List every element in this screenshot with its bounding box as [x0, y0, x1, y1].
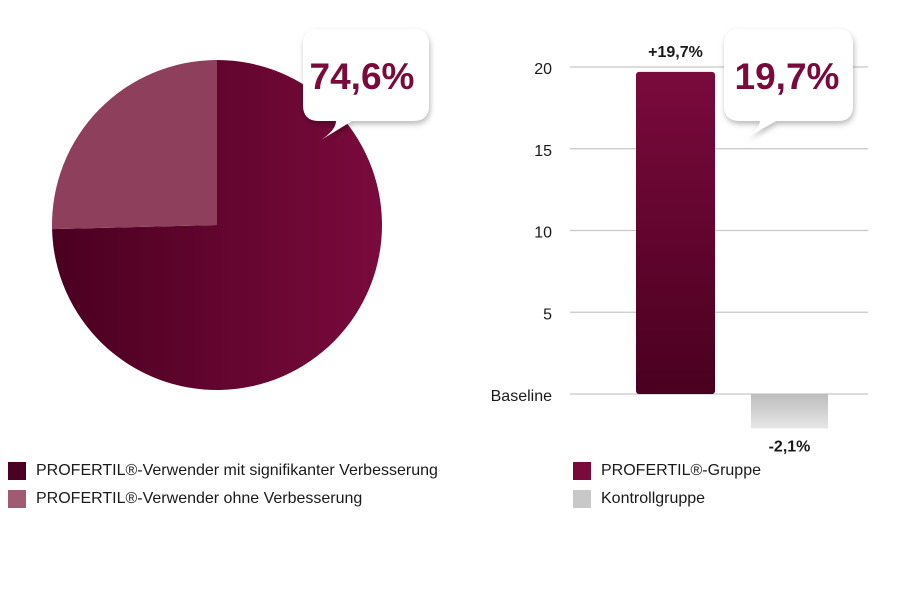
bar-callout-value: 19,7% — [735, 56, 840, 97]
bar-legend-item: PROFERTIL®-Gruppe — [573, 457, 761, 485]
pie-callout-value: 74,6% — [310, 56, 415, 97]
pie-legend-item: PROFERTIL®-Verwender ohne Verbesserung — [8, 485, 438, 513]
bar-legend: PROFERTIL®-Gruppe Kontrollgruppe — [573, 457, 761, 513]
legend-label-with-improvement: PROFERTIL®-Verwender mit signifikanter V… — [36, 462, 438, 479]
legend-swatch-with-improvement — [8, 462, 26, 480]
y-tick-label: Baseline — [491, 388, 552, 405]
legend-swatch-control-group — [573, 490, 591, 508]
pie-callout-shape — [303, 29, 429, 140]
legend-swatch-profertil-group — [573, 462, 591, 480]
bar-data-label: +19,7% — [648, 44, 703, 61]
bar-legend-item: Kontrollgruppe — [573, 485, 761, 513]
pie-legend-item: PROFERTIL®-Verwender mit signifikanter V… — [8, 457, 438, 485]
pie-slice-with-improvement — [52, 60, 382, 390]
bar-control-group — [751, 394, 828, 429]
bar-chart: Baseline 5 10 15 20 +19,7% -2,1% — [491, 44, 868, 455]
pie-chart — [51, 60, 382, 390]
y-tick-label: 5 — [543, 306, 552, 323]
bar-profertil-group — [636, 71, 715, 395]
legend-label-profertil-group: PROFERTIL®-Gruppe — [601, 462, 761, 479]
bar-callout-bubble — [724, 29, 853, 138]
legend-swatch-without-improvement — [8, 490, 26, 508]
y-tick-label: 10 — [534, 225, 552, 242]
legend-label-without-improvement: PROFERTIL®-Verwender ohne Verbesserung — [36, 490, 363, 507]
pie-slice-without-improvement — [51, 60, 218, 230]
y-tick-label: 20 — [534, 61, 552, 78]
bar-bars — [636, 71, 828, 429]
pie-legend: PROFERTIL®-Verwender mit signifikanter V… — [8, 457, 438, 513]
pie-callout-bubble — [303, 29, 429, 140]
legend-label-control-group: Kontrollgruppe — [601, 490, 706, 507]
y-tick-label: 15 — [534, 143, 552, 160]
bar-y-tick-labels: Baseline 5 10 15 20 — [491, 61, 552, 405]
bar-callout-shape — [724, 29, 853, 138]
bar-data-labels: +19,7% -2,1% — [648, 44, 810, 455]
bar-data-label: -2,1% — [769, 438, 811, 455]
